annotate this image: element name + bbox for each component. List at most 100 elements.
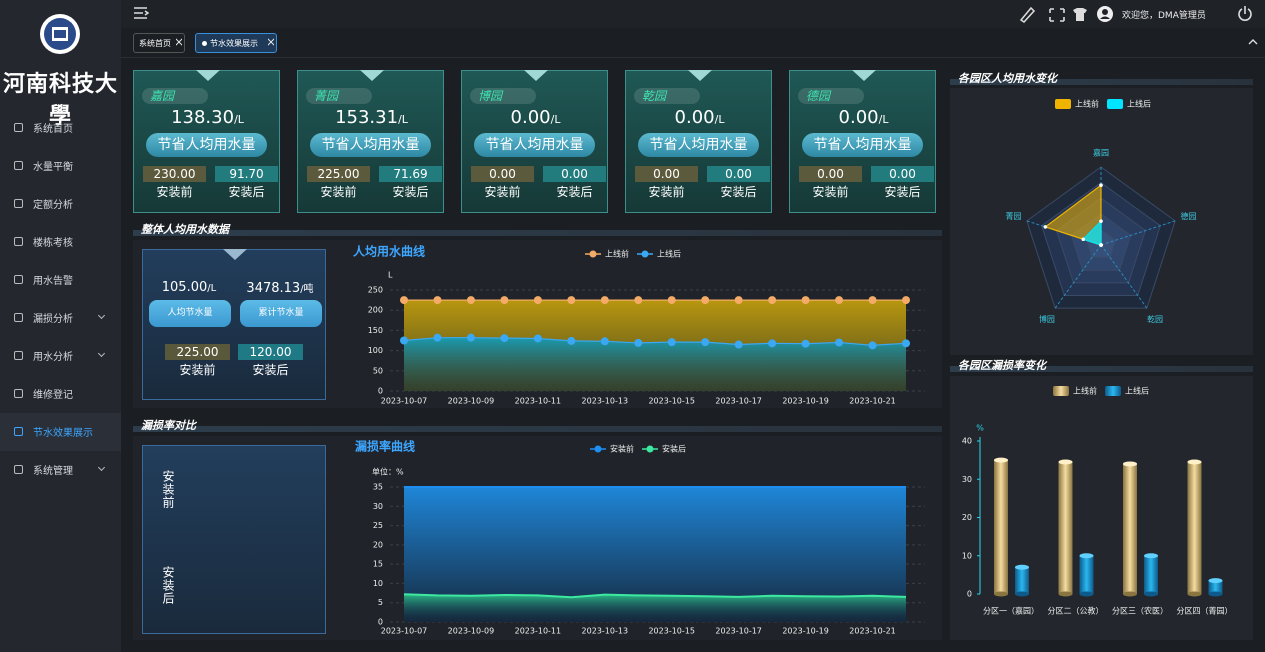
card-before: 230.00: [143, 166, 206, 182]
menu-item[interactable]: 水量平衡: [0, 147, 121, 185]
card-name: 乾园: [634, 88, 700, 104]
section-title: 各园区漏损率变化: [958, 360, 1046, 372]
card-after: 0.00: [871, 166, 934, 182]
card-notch: [688, 70, 712, 81]
gauge-name: 安装后: [161, 566, 175, 605]
section-stripe: [950, 366, 1253, 372]
card-before-label: 安装前: [484, 185, 521, 199]
tab-close[interactable]: [268, 38, 274, 46]
overall-button: 人均节水量: [149, 300, 231, 327]
card-unit: /L: [234, 113, 244, 126]
chevron: [97, 349, 106, 358]
overall-after-label: 安装后: [252, 363, 289, 377]
card-value: 0.00: [510, 107, 551, 128]
card-button: 节省人均用水量: [638, 133, 759, 157]
menu-icon: [14, 237, 23, 246]
card-value-row: 0.00/L: [626, 107, 773, 129]
menu-item[interactable]: 用水告警: [0, 261, 121, 299]
section-title: 各园区人均用水变化: [958, 73, 1057, 85]
card-value: 138.30: [171, 107, 235, 128]
tab-label: 节水效果展示: [210, 39, 258, 48]
card-name: 德园: [798, 88, 864, 104]
card-after: 0.00: [707, 166, 770, 182]
chevron: [97, 463, 106, 472]
card-before: 0.00: [471, 166, 534, 182]
panel-park-leak: [950, 376, 1253, 640]
menu-item[interactable]: 系统首页: [0, 109, 121, 147]
menu-icon: [14, 389, 23, 398]
card-value: 0.00: [838, 107, 879, 128]
card-after-label: 安装后: [392, 185, 429, 199]
card-after: 91.70: [215, 166, 278, 182]
menu-item[interactable]: 维修登记: [0, 375, 121, 413]
collapse-icon[interactable]: [1248, 38, 1258, 46]
tab-close[interactable]: [176, 38, 182, 46]
menu-item[interactable]: 定额分析: [0, 185, 121, 223]
card-after-label: 安装后: [556, 185, 593, 199]
menu-item[interactable]: 用水分析: [0, 337, 121, 375]
card-before-label: 安装前: [320, 185, 357, 199]
card-value-row: 153.31/L: [298, 107, 445, 129]
card-notch: [524, 70, 548, 81]
section-stripe: [133, 230, 942, 236]
menu-icon: [14, 351, 23, 360]
overall-card: 105.00/L 人均节水量 3478.13/吨 累计节水量 225.00 120.00 安…: [142, 249, 326, 400]
overall-before-label: 安装前: [179, 363, 216, 377]
menu-item[interactable]: 节水效果展示: [0, 413, 121, 451]
menu-label: 楼栋考核: [33, 238, 73, 249]
sidebar: [0, 0, 121, 652]
card-button: 节省人均用水量: [310, 133, 431, 157]
toolbar-icons[interactable]: [1018, 4, 1116, 24]
menu-label: 水量平衡: [33, 162, 73, 173]
card-notch: [852, 70, 876, 81]
menu-icon: [14, 199, 23, 208]
menu-icon: [14, 313, 23, 322]
overall-value-row: 3478.13/吨: [238, 280, 322, 296]
park-card: 德园 0.00/L 节省人均用水量 0.00 0.00 安装前 安装后: [789, 70, 936, 213]
menu-icon: [14, 427, 23, 436]
tabs-bar: [121, 28, 1265, 58]
card-after-label: 安装后: [228, 185, 265, 199]
gauge-card: [142, 445, 326, 634]
menu-toggle[interactable]: [133, 6, 149, 20]
card-name: 博园: [470, 88, 536, 104]
section-stripe: [133, 426, 942, 432]
overall-value-row: 105.00/L: [147, 280, 231, 296]
overall-value: 105.00: [161, 280, 208, 295]
card-after: 71.69: [379, 166, 442, 182]
park-card: 乾园 0.00/L 节省人均用水量 0.00 0.00 安装前 安装后: [625, 70, 772, 213]
menu-label: 系统首页: [33, 124, 73, 135]
menu-label: 节水效果展示: [33, 428, 93, 439]
card-value-row: 0.00/L: [790, 107, 937, 129]
chevron: [97, 311, 106, 320]
card-after-label: 安装后: [720, 185, 757, 199]
card-before: 225.00: [307, 166, 370, 182]
card-after-label: 安装后: [884, 185, 921, 199]
menu-item[interactable]: 楼栋考核: [0, 223, 121, 261]
card-before-label: 安装前: [648, 185, 685, 199]
menu-icon: [14, 161, 23, 170]
menu-item[interactable]: 系统管理: [0, 451, 121, 489]
overall-notch: [223, 249, 247, 260]
menu-label: 系统管理: [33, 466, 73, 477]
tab[interactable]: 系统首页: [133, 33, 185, 53]
card-value: 0.00: [674, 107, 715, 128]
card-after: 0.00: [543, 166, 606, 182]
tab-label: 系统首页: [139, 39, 171, 48]
overall-after: 120.00: [238, 344, 303, 360]
card-button: 节省人均用水量: [802, 133, 923, 157]
section-title: 漏损率对比: [141, 420, 196, 432]
menu-label: 用水分析: [33, 352, 73, 363]
card-before-label: 安装前: [812, 185, 849, 199]
menu-label: 用水告警: [33, 276, 73, 287]
card-button: 节省人均用水量: [146, 133, 267, 157]
menu-icon: [14, 465, 23, 474]
tab[interactable]: 节水效果展示: [195, 33, 277, 53]
welcome-text: 欢迎您，DMA管理员: [1122, 11, 1206, 21]
menu-item[interactable]: 漏损分析: [0, 299, 121, 337]
power-button[interactable]: [1237, 5, 1253, 23]
card-value-row: 138.30/L: [134, 107, 281, 129]
card-button: 节省人均用水量: [474, 133, 595, 157]
park-card: 博园 0.00/L 节省人均用水量 0.00 0.00 安装前 安装后: [461, 70, 608, 213]
